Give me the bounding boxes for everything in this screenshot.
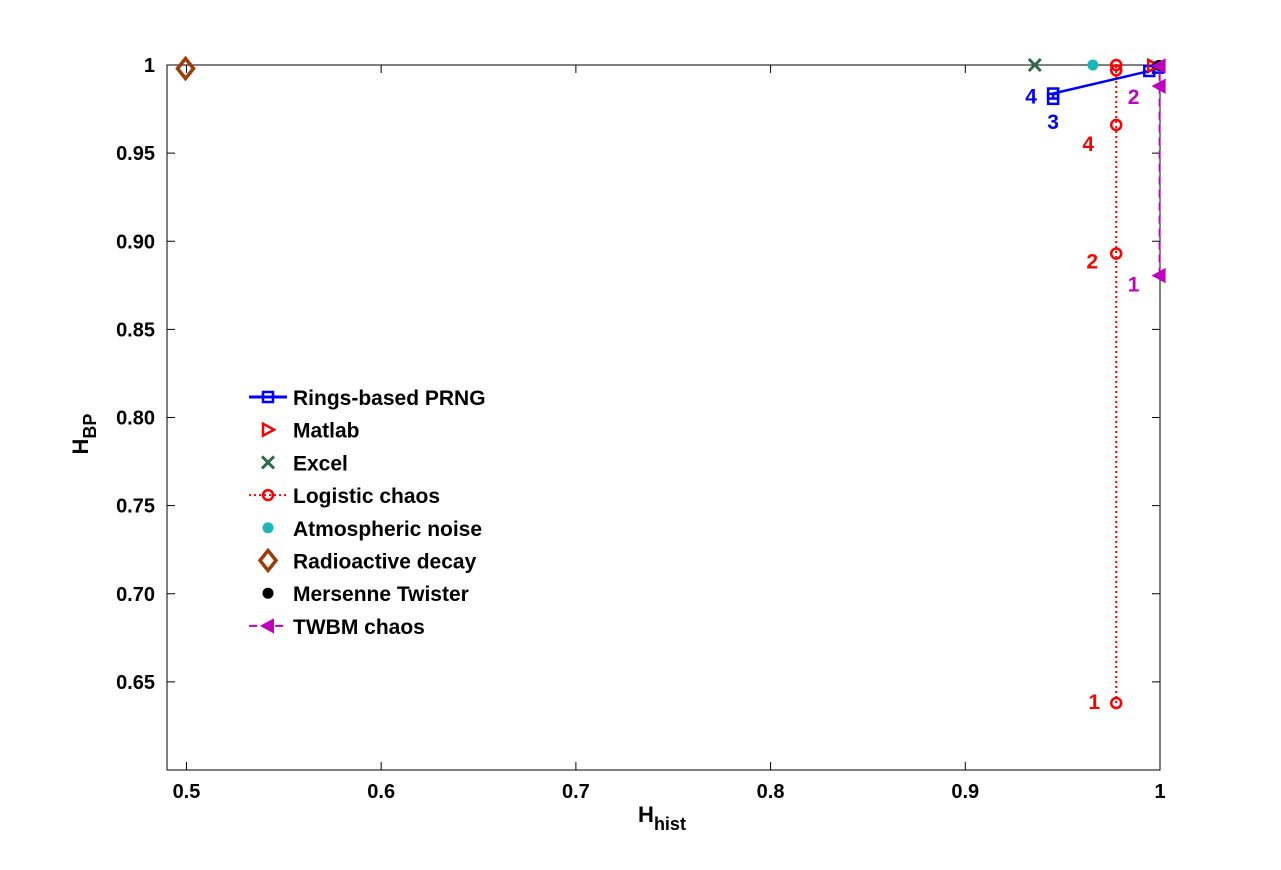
data-point [1109,58,1123,72]
plot-area [166,64,1161,771]
data-point [1087,59,1099,71]
series-radioactive-decay [175,55,196,82]
data-point [1109,118,1123,132]
y-tick-label: 0.90 [116,231,155,253]
data-point [1027,57,1042,73]
legend-label: Atmospheric noise [293,518,482,541]
point-labels: 34 1 2 4 1 2 [1025,86,1140,714]
x-tick-label: 1 [1154,781,1165,803]
point-label: 1 [1088,691,1100,714]
data-point [1151,58,1166,74]
point-label: 3 [1047,111,1059,134]
series-twbm-chaos [1151,58,1166,284]
legend-label: Radioactive decay [293,551,477,574]
data-point [1046,87,1060,100]
legend-item-excel: Excel [260,452,348,475]
axes: 0.5 0.6 0.7 0.8 0.9 1 0.65 0.70 0.75 0.80 0.85 0.90… [116,55,1166,803]
y-tick-label: 0.85 [116,319,155,341]
legend-item-atmospheric-noise: Atmospheric noise [262,518,482,541]
y-tick-label: 1 [144,55,155,77]
x-axis-label-sub: hist [654,814,686,834]
series-layer [175,55,1166,710]
legend-label: Mersenne Twister [293,583,469,606]
y-tick-label: 0.65 [116,672,155,694]
data-point [1109,247,1123,260]
x-tick-label: 0.8 [757,781,785,803]
legend-item-radioactive-decay: Radioactive decay [257,547,477,574]
y-tick-label: 0.70 [116,584,155,606]
series-matlab [1146,57,1162,74]
legend-item-logistic-chaos: Logistic chaos [249,485,440,508]
series-logistic-chaos [1109,58,1123,710]
point-label: 4 [1082,133,1094,156]
legend-marker [259,618,274,634]
legend-label: Rings-based PRNG [293,387,486,410]
point-label: 4 [1025,86,1037,109]
point-label: 2 [1128,86,1140,109]
legend-marker [261,390,275,404]
legend-marker [261,421,277,438]
x-axis-label-main: H [638,802,654,827]
data-point [1151,267,1166,284]
x-axis-label: Hhist [638,802,686,834]
legend-marker [261,488,275,502]
legend-label: Excel [293,452,348,475]
data-point [1109,696,1123,710]
legend-label: Logistic chaos [293,485,440,508]
x-tick-label: 0.7 [562,781,590,803]
legend-marker [257,547,279,574]
legend-marker [262,587,274,599]
data-point [1109,64,1123,77]
x-tick-label: 0.5 [173,781,201,803]
legend-label: Matlab [293,420,360,443]
series-excel [1027,57,1042,73]
x-tick-label: 0.9 [951,781,979,803]
legend: Rings-based PRNG Matlab Excel Logistic chao… [249,387,486,639]
data-point [1146,57,1162,74]
data-point [1151,78,1166,94]
point-label: 2 [1086,251,1098,274]
y-tick-label: 0.95 [116,143,155,165]
y-tick-label: 0.80 [116,408,155,430]
y-axis-label: HBP [68,414,100,455]
legend-marker [262,522,274,534]
x-tick-label: 0.6 [367,781,395,803]
y-tick-label: 0.75 [116,496,155,518]
legend-item-matlab: Matlab [261,420,360,443]
y-axis-label-sub: BP [80,414,100,439]
data-point [175,55,196,82]
legend-item-mersenne-twister: Mersenne Twister [262,583,469,606]
legend-marker [260,455,276,470]
legend-label: TWBM chaos [293,616,425,639]
y-axis-label-main: H [68,439,93,455]
series-atmospheric-noise [1087,59,1099,71]
point-label: 1 [1128,274,1140,297]
legend-item-rings-based-prng: Rings-based PRNG [249,387,486,410]
legend-item-twbm-chaos: TWBM chaos [249,616,425,639]
